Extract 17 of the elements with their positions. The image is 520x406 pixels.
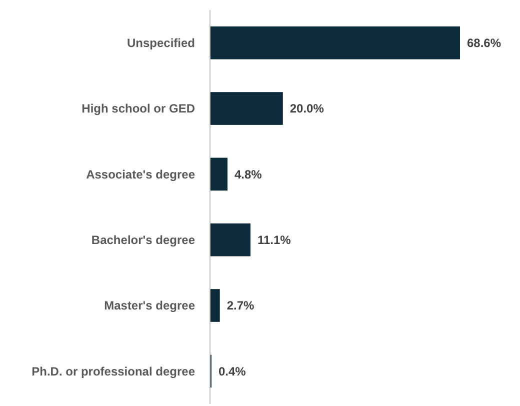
y-tick-label: Unspecified	[126, 36, 195, 50]
bar	[210, 289, 220, 322]
bar	[210, 92, 283, 125]
data-label: 4.8%	[234, 167, 262, 182]
y-tick-label: Bachelor's degree	[91, 233, 196, 248]
data-label: 68.6%	[467, 36, 502, 50]
bar	[210, 26, 460, 60]
data-label: 2.7%	[226, 298, 255, 313]
data-label: 0.4%	[218, 364, 246, 378]
y-tick-label: Associate's degree	[86, 167, 196, 182]
y-tick-label: High school or GED	[82, 102, 196, 116]
data-label: 20.0%	[290, 102, 324, 116]
bar	[210, 158, 228, 191]
y-tick-label: Master's degree	[104, 298, 196, 313]
data-label: 11.1%	[257, 233, 292, 248]
bar	[210, 223, 250, 256]
y-tick-label: Ph.D. or professional degree	[32, 364, 196, 378]
